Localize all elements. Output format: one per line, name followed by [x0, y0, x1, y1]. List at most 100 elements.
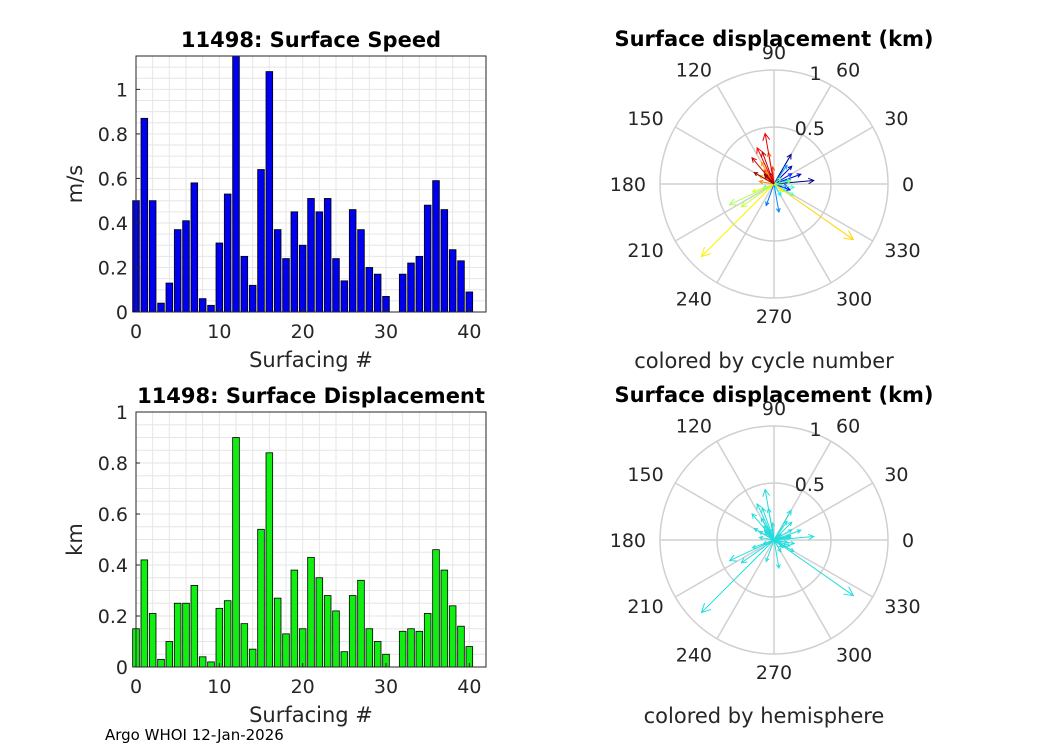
bar	[457, 260, 465, 313]
polar-angle-label: 150	[627, 464, 663, 486]
vector-shaft	[752, 539, 775, 549]
vector-shaft	[773, 539, 782, 553]
y-tick-label: 0.6	[98, 504, 128, 526]
vector-shaft	[773, 177, 782, 185]
vector-shaft	[741, 183, 775, 208]
bar	[265, 452, 274, 668]
bar	[182, 220, 190, 313]
bar	[315, 211, 324, 313]
polar-angle-label: 300	[836, 644, 872, 666]
bar	[332, 610, 340, 668]
vector-arrow	[762, 488, 775, 541]
vector-head	[786, 186, 792, 191]
bar	[407, 628, 415, 668]
polar-angle-label: 30	[884, 464, 908, 486]
vector-shaft	[773, 539, 780, 569]
bar	[190, 182, 199, 313]
vector-head	[786, 535, 792, 540]
vector-arrow	[773, 539, 855, 597]
bar	[315, 577, 324, 668]
vector-arrow	[773, 183, 796, 190]
polar-angle-label: 120	[676, 416, 712, 438]
bar	[257, 169, 265, 313]
bar	[240, 255, 249, 313]
x-tick-label: 0	[130, 321, 142, 343]
vector-arrow	[751, 183, 775, 193]
bar	[440, 569, 449, 668]
vector-head	[796, 529, 802, 534]
vector-shaft	[729, 183, 775, 206]
vector-arrow	[756, 146, 775, 185]
vector-head	[790, 184, 796, 190]
footer-credit: Argo WHOI 12-Jan-2026	[105, 726, 284, 744]
polar-angle-label: 210	[627, 596, 663, 618]
vector-arrow	[765, 539, 775, 563]
vector-shaft	[773, 539, 795, 545]
vector-shaft	[765, 183, 775, 206]
vector-head	[751, 544, 757, 549]
vector-shaft	[773, 173, 793, 185]
bar	[398, 273, 407, 313]
y-tick-label: 1	[116, 402, 128, 424]
vector-arrow	[773, 533, 782, 541]
vector-shaft	[773, 180, 791, 185]
bar	[307, 198, 315, 313]
bar	[182, 602, 190, 668]
bar	[307, 556, 315, 668]
vector-shaft	[773, 533, 782, 541]
vector-head	[787, 529, 793, 534]
vector-shaft	[763, 173, 775, 185]
bar	[298, 628, 307, 668]
vector-head	[761, 506, 767, 514]
bar	[298, 244, 307, 313]
vector-shaft	[773, 183, 780, 213]
bar	[448, 249, 457, 313]
bar	[148, 613, 157, 668]
y-tick-label: 0.4	[98, 213, 128, 235]
x-tick-label: 40	[457, 321, 481, 343]
bar	[198, 298, 207, 313]
vector-shaft	[761, 151, 775, 185]
y-tick-label: 0.8	[98, 453, 128, 475]
bar	[215, 242, 224, 313]
vector-head	[786, 509, 792, 516]
polar-angle-label: 30	[884, 108, 908, 130]
polar-caption: colored by cycle number	[634, 349, 894, 373]
polar-r-label: 0.5	[795, 118, 825, 140]
vector-arrow	[758, 179, 775, 185]
x-tick-label: 10	[207, 321, 231, 343]
vector-arrow	[753, 172, 775, 185]
bar	[348, 595, 357, 668]
bar	[257, 528, 265, 668]
vector-head	[728, 198, 737, 206]
vector-shaft	[773, 536, 814, 541]
polar-angle-label: 90	[762, 398, 786, 420]
bar	[240, 623, 249, 668]
polar-angle-label: 270	[756, 662, 792, 684]
vector-shaft	[701, 183, 775, 257]
vector-head	[789, 191, 795, 196]
bar	[365, 628, 374, 668]
vector-shaft	[773, 165, 788, 185]
y-axis-label: m/s	[63, 165, 87, 203]
vector-head	[786, 179, 792, 184]
vector-head	[775, 563, 781, 570]
vector-arrow	[773, 533, 815, 541]
vector-head	[762, 132, 771, 141]
x-tick-label: 30	[374, 321, 398, 343]
polar-chart-2: 0 30 60 90 120 150 180 210 240 270 300 330 0.5 1 Surfa…	[610, 383, 934, 728]
x-tick-label: 0	[130, 676, 142, 698]
vector-shaft	[773, 183, 795, 189]
vector-shaft	[752, 183, 775, 193]
polar-angle-label: 330	[884, 240, 920, 262]
vector-shaft	[759, 180, 775, 185]
vector-head	[786, 542, 792, 547]
vector-arrow	[763, 529, 775, 541]
bar	[432, 180, 440, 313]
vector-arrow	[773, 177, 815, 185]
vector-arrow	[773, 520, 788, 541]
vector-arrow	[773, 177, 782, 185]
vector-shaft	[759, 536, 775, 541]
vector-shaft	[773, 521, 788, 541]
x-tick-label: 20	[291, 321, 315, 343]
